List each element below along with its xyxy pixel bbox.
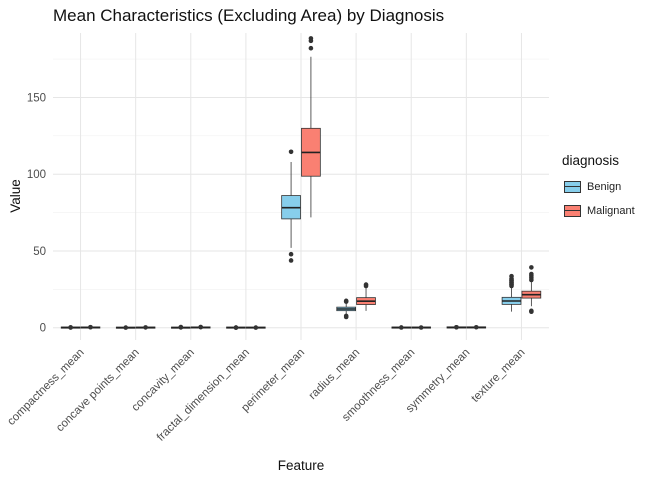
outlier-point — [288, 149, 294, 155]
y-tick-label: 0 — [40, 323, 46, 335]
outlier-point — [288, 258, 294, 263]
outlier-point — [143, 325, 148, 330]
box-malignant-perimeter_mean — [301, 36, 321, 218]
outlier-point — [288, 251, 294, 257]
box-benign-radius_mean — [336, 298, 357, 320]
legend-key-benign — [564, 181, 581, 193]
outlier-point — [68, 325, 73, 330]
outlier-point — [123, 325, 129, 330]
box-malignant-concavity_mean — [190, 324, 211, 330]
x-tick-label: radius_mean — [307, 347, 362, 402]
box-malignant-radius_mean — [356, 282, 376, 311]
outlier-point — [198, 324, 203, 330]
box-malignant-concave-points_mean — [135, 325, 156, 330]
outlier-point — [178, 324, 184, 330]
outlier-point — [418, 325, 424, 330]
outlier-point — [529, 308, 534, 314]
box-malignant-texture_mean — [521, 265, 542, 315]
y-axis-ticks: 0 50 100 150 — [27, 92, 46, 334]
box-benign-texture_mean — [501, 273, 522, 312]
outlier-point — [529, 265, 534, 270]
legend-item-malignant: Malignant — [562, 199, 635, 223]
box-benign-concavity_mean — [171, 324, 191, 330]
y-tick-label: 50 — [33, 246, 46, 258]
y-tick-label: 150 — [27, 92, 46, 104]
outlier-point — [308, 36, 314, 41]
box-benign-compactness_mean — [60, 325, 81, 330]
legend-label-benign: Benign — [587, 181, 622, 193]
outlier-point — [509, 273, 514, 279]
outlier-point — [454, 324, 459, 330]
box-benign-fractal_dimension_mean — [226, 325, 246, 330]
outlier-point — [308, 45, 314, 51]
legend-key-malignant — [564, 205, 581, 217]
outlier-point — [399, 325, 404, 330]
outlier-point — [529, 271, 534, 277]
grid-lines — [53, 33, 549, 340]
legend: diagnosis Benign Malignant — [562, 153, 635, 223]
box-benign-perimeter_mean — [281, 149, 301, 263]
box-benign-concave-points_mean — [115, 325, 136, 330]
x-tick-label: fractal_dimension_mean — [155, 347, 252, 444]
outlier-point — [343, 313, 349, 319]
box-benign-smoothness_mean — [391, 325, 412, 330]
outlier-point — [473, 324, 479, 330]
legend-title: diagnosis — [562, 153, 620, 168]
y-axis-title: Value — [8, 179, 23, 213]
box-benign-symmetry_mean — [446, 324, 467, 330]
box-malignant-smoothness_mean — [411, 325, 431, 330]
outlier-point — [233, 325, 239, 330]
x-axis-title: Feature — [278, 458, 325, 473]
legend-label-malignant: Malignant — [587, 205, 635, 217]
plot-boxes — [60, 36, 542, 330]
box-malignant-fractal_dimension_mean — [245, 325, 266, 330]
x-tick-label: texture_mean — [469, 347, 527, 405]
y-tick-label: 100 — [27, 169, 46, 181]
box-malignant-compactness_mean — [80, 324, 101, 330]
legend-item-benign: Benign — [562, 175, 635, 199]
outlier-point — [343, 298, 349, 304]
outlier-point — [253, 325, 259, 330]
outlier-point — [363, 282, 369, 287]
box-malignant-symmetry_mean — [466, 324, 487, 330]
chart-title: Mean Characteristics (Excluding Area) by… — [53, 6, 445, 25]
outlier-point — [88, 324, 93, 330]
